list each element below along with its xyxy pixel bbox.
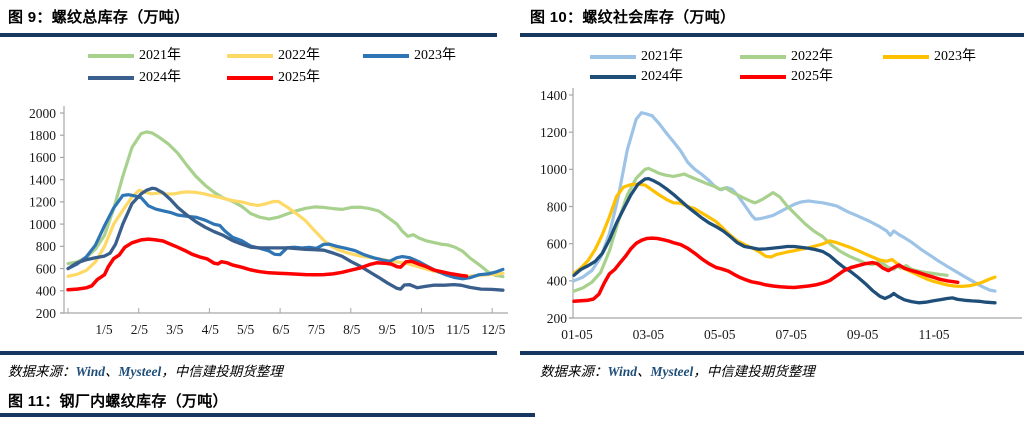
y-tick-label: 200: [36, 306, 57, 321]
x-tick-label: 05-05: [704, 327, 736, 342]
y-tick-label: 1400: [540, 88, 567, 103]
legend-label: 2025年: [278, 70, 320, 85]
legend-swatch-2023年: [883, 55, 929, 59]
source-prefix: 数据来源：: [540, 364, 608, 379]
y-tick-label: 400: [547, 274, 568, 289]
x-tick-label: 3/5: [166, 322, 184, 337]
series-line-2024年: [572, 176, 997, 305]
source-suffix: ，中信建投期货整理: [161, 364, 283, 379]
legend-item-2023年: 2023年: [883, 50, 976, 64]
series-line-2025年: [572, 236, 960, 304]
y-tick-label: 400: [36, 284, 57, 299]
legend-item-2022年: 2022年: [740, 50, 833, 64]
y-tick-label: 800: [36, 239, 57, 254]
y-tick-label: 1600: [29, 150, 56, 165]
legend-swatch-2022年: [740, 55, 786, 59]
y-tick-label: 600: [36, 261, 57, 276]
legend-label: 2024年: [641, 69, 683, 84]
legend-item-2024年: 2024年: [590, 70, 683, 84]
y-tick-label: 1200: [29, 195, 56, 210]
fig10-title-rule: [520, 33, 1024, 37]
source-separator: 、: [637, 364, 651, 379]
x-tick-label: 1/5: [95, 322, 113, 337]
x-tick-label: 10/5: [411, 322, 435, 337]
legend-item-2023年: 2023年: [363, 49, 456, 63]
legend-item-2021年: 2021年: [88, 49, 181, 63]
legend-swatch-2025年: [227, 76, 273, 80]
x-tick-label: 09-05: [847, 327, 879, 342]
y-tick-label: 1000: [29, 217, 56, 232]
source-wind: Wind: [75, 364, 106, 379]
x-tick-label: 4/5: [202, 322, 220, 337]
fig10-title: 图 10：螺纹社会库存（万吨）: [530, 9, 736, 26]
y-tick-label: 2000: [29, 106, 56, 121]
y-tick-label: 1800: [29, 128, 56, 143]
legend-label: 2021年: [139, 48, 181, 63]
fig9-chart: 200 400 600 800 1000 1200 1400 1600 1800 2000 1/5 2…: [29, 106, 508, 337]
x-tick-label: 5/5: [237, 322, 255, 337]
legend-item-2025年: 2025年: [740, 70, 833, 84]
source-prefix: 数据来源：: [8, 364, 76, 379]
x-tick-label: 11-05: [919, 327, 950, 342]
legend-item-2025年: 2025年: [227, 71, 320, 85]
fig10-bottom-rule: [520, 351, 1024, 355]
source-suffix: ，中信建投期货整理: [693, 364, 815, 379]
series-line-2022年: [572, 166, 949, 293]
x-tick-label: 01-05: [561, 327, 593, 342]
legend-swatch-2024年: [590, 75, 636, 79]
legend-item-2024年: 2024年: [88, 71, 181, 85]
series-line-2024年: [66, 186, 505, 292]
series-line-2021年: [66, 130, 505, 279]
fig10-chart: 200 400 600 800 1000 1200 1400 01-05 03-05 05-05 0…: [540, 88, 1022, 342]
y-tick-label: 1200: [540, 125, 567, 140]
legend-label: 2025年: [791, 69, 833, 84]
series-line-2021年: [572, 111, 997, 293]
legend-label: 2022年: [278, 48, 320, 63]
x-tick-label: 2/5: [131, 322, 149, 337]
legend-swatch-2021年: [88, 54, 134, 58]
legend-swatch-2022年: [227, 54, 273, 58]
legend-swatch-2025年: [740, 75, 786, 79]
x-tick-label: 9/5: [379, 322, 397, 337]
series-line-2025年: [66, 237, 469, 292]
legend-swatch-2024年: [88, 76, 134, 80]
fig11-title: 图 11：钢厂内螺纹库存（万吨）: [8, 393, 228, 410]
legend-label: 2024年: [139, 70, 181, 85]
legend-swatch-2023年: [363, 54, 409, 58]
x-tick-label: 03-05: [633, 327, 665, 342]
x-tick-label: 8/5: [343, 322, 361, 337]
fig9-title-rule: [0, 33, 497, 37]
legend-item-2022年: 2022年: [227, 49, 320, 63]
y-tick-label: 600: [547, 236, 568, 251]
y-tick-label: 1000: [540, 162, 567, 177]
y-tick-label: 800: [547, 199, 568, 214]
legend-label: 2021年: [641, 49, 683, 64]
x-tick-label: 11/5: [446, 322, 470, 337]
x-tick-label: 6/5: [272, 322, 290, 337]
legend-swatch-2021年: [590, 55, 636, 59]
source-wind: Wind: [607, 364, 638, 379]
x-tick-label: 7/5: [308, 322, 326, 337]
legend-item-2021年: 2021年: [590, 50, 683, 64]
source-separator: 、: [105, 364, 119, 379]
fig10-source-caption: 数据来源：Wind、Mysteel，中信建投期货整理: [540, 360, 815, 380]
source-mysteel: Mysteel: [650, 364, 694, 379]
fig11-title-rule: [0, 413, 535, 417]
y-tick-label: 200: [547, 311, 568, 326]
legend-label: 2023年: [934, 49, 976, 64]
fig9-title: 图 9：螺纹总库存（万吨）: [8, 9, 190, 26]
fig9-bottom-rule: [0, 351, 497, 355]
legend-label: 2022年: [791, 49, 833, 64]
source-mysteel: Mysteel: [118, 364, 162, 379]
fig9-source-caption: 数据来源：Wind、Mysteel，中信建投期货整理: [8, 360, 283, 380]
x-tick-label: 12/5: [481, 322, 505, 337]
legend-label: 2023年: [414, 48, 456, 63]
x-tick-label: 07-05: [775, 327, 807, 342]
series-line-2023年: [572, 182, 997, 288]
y-tick-label: 1400: [29, 172, 56, 187]
